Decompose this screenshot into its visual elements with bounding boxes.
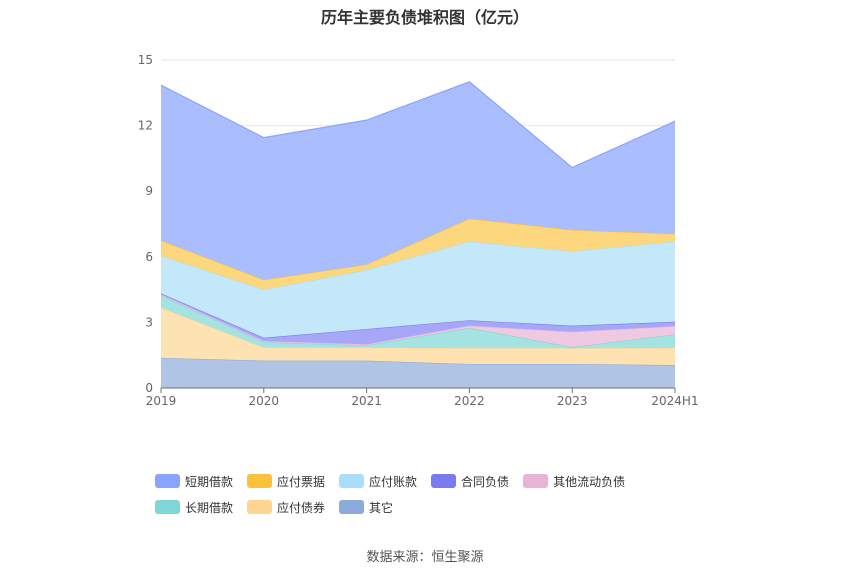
area-series xyxy=(161,241,675,338)
area-series xyxy=(161,295,675,349)
legend-swatch xyxy=(155,474,180,488)
legend-swatch xyxy=(155,500,180,514)
legend-label: 其它 xyxy=(369,500,394,515)
legend-swatch xyxy=(431,474,457,488)
legend-item[interactable]: 应付账款 xyxy=(339,472,417,490)
series-line xyxy=(160,81,676,169)
x-tick-label: 2020 xyxy=(249,394,280,408)
legend-label: 应付账款 xyxy=(369,474,418,489)
legend-item[interactable]: 其他流动负债 xyxy=(523,472,625,490)
legend-label: 长期借款 xyxy=(185,500,234,515)
legend-label: 应付票据 xyxy=(277,474,326,489)
y-tick-label: 15 xyxy=(138,53,153,67)
source-note: 数据来源：恒生聚源 xyxy=(366,550,484,565)
area-series xyxy=(161,293,675,345)
legend-label: 合同负债 xyxy=(461,474,510,489)
y-tick-label: 9 xyxy=(145,184,153,198)
legend-item[interactable]: 应付债券 xyxy=(247,498,325,516)
area-series xyxy=(161,307,675,366)
area-series xyxy=(161,218,675,290)
legend-swatch xyxy=(247,474,273,488)
legend-item[interactable]: 长期借款 xyxy=(155,498,233,516)
legend-label: 应付债券 xyxy=(277,500,326,515)
legend-swatch xyxy=(247,500,273,514)
series-line xyxy=(160,357,676,366)
x-tick-label: 2019 xyxy=(146,394,177,408)
legend-swatch xyxy=(523,474,549,488)
area-series xyxy=(161,294,675,348)
legend-item[interactable]: 合同负债 xyxy=(431,472,509,490)
x-tick-label: 2024H1 xyxy=(651,394,698,408)
y-tick-label: 3 xyxy=(145,315,153,329)
y-tick-label: 0 xyxy=(145,381,153,395)
legend-swatch xyxy=(339,474,365,488)
legend-label: 短期借款 xyxy=(185,474,234,489)
x-tick-label: 2021 xyxy=(351,394,382,408)
area-series xyxy=(161,357,675,388)
legend-item[interactable]: 短期借款 xyxy=(155,472,233,490)
legend-swatch xyxy=(339,500,365,514)
x-tick-label: 2022 xyxy=(454,394,485,408)
legend-label: 其他流动负债 xyxy=(553,474,626,489)
area-series xyxy=(161,81,675,280)
y-tick-label: 12 xyxy=(138,119,153,133)
chart-title: 历年主要负债堆积图（亿元） xyxy=(320,8,529,27)
series-line xyxy=(160,293,676,345)
y-tick-label: 6 xyxy=(145,250,153,264)
legend-item[interactable]: 应付票据 xyxy=(247,472,325,490)
legend: 短期借款 应付票据 应付账款 合同负债 其他流动负债长期借款 应付债券 其它 xyxy=(155,472,715,516)
legend-item[interactable]: 其它 xyxy=(339,498,393,516)
series-line xyxy=(160,306,676,349)
x-tick-label: 2023 xyxy=(557,394,588,408)
